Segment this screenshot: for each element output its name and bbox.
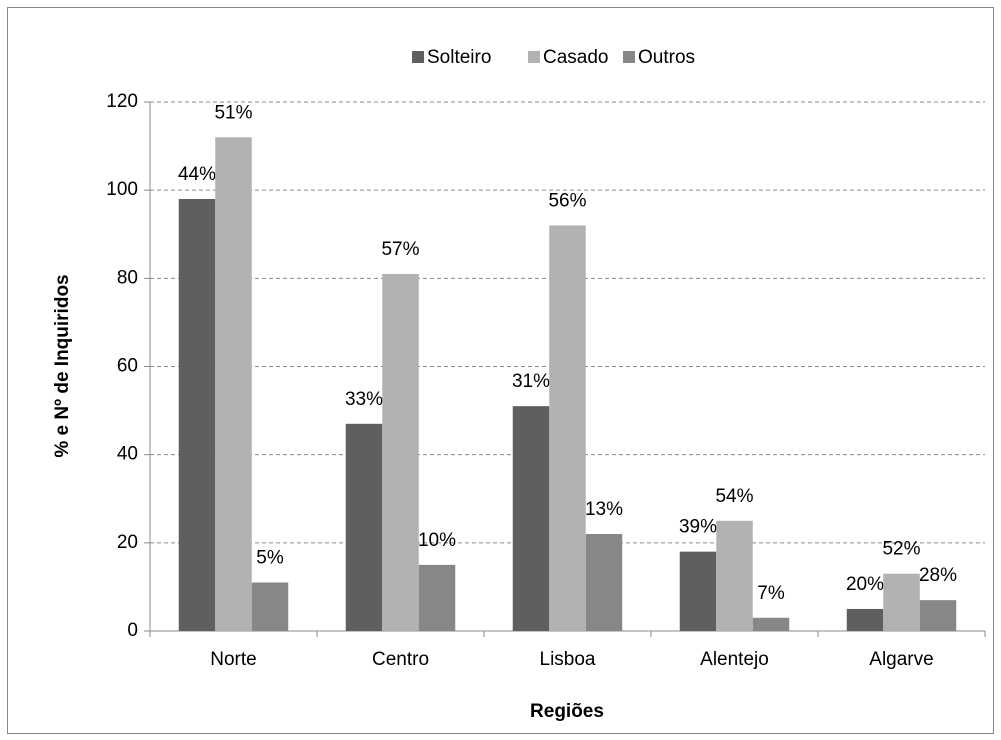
- bar: [418, 564, 456, 631]
- x-axis-title: Regiões: [530, 701, 604, 722]
- x-tick-label: Centro: [372, 649, 429, 670]
- data-label: 44%: [178, 164, 216, 185]
- data-label: 57%: [381, 239, 419, 260]
- y-axis-title: % e Nº de Inquiridos: [52, 274, 73, 457]
- data-label: 20%: [846, 574, 884, 595]
- data-label: 28%: [919, 565, 957, 586]
- y-tick-label: 120: [106, 91, 138, 112]
- legend-swatch: [623, 51, 635, 63]
- bar: [883, 573, 920, 631]
- legend-swatch: [528, 51, 540, 63]
- data-label: 54%: [715, 486, 753, 507]
- y-tick-label: 60: [117, 356, 138, 377]
- bar: [345, 423, 383, 631]
- data-label: 52%: [882, 539, 920, 560]
- bar: [178, 198, 216, 631]
- bar: [919, 600, 957, 631]
- bar: [251, 582, 289, 631]
- bar: [549, 225, 586, 631]
- data-label: 31%: [512, 371, 550, 392]
- data-label: 39%: [679, 517, 717, 538]
- bar: [846, 608, 884, 631]
- data-label: 33%: [345, 389, 383, 410]
- y-tick-label: 20: [117, 532, 138, 553]
- data-label: 7%: [757, 583, 785, 604]
- bar: [215, 137, 252, 631]
- bar: [679, 551, 717, 631]
- legend-label: Outros: [638, 47, 695, 68]
- x-tick-label: Norte: [210, 649, 256, 670]
- legend-label: Casado: [543, 47, 609, 68]
- x-tick-label: Algarve: [869, 649, 933, 670]
- data-label: 5%: [256, 548, 284, 569]
- data-label: 13%: [585, 499, 623, 520]
- x-tick-label: Lisboa: [540, 649, 596, 670]
- y-tick-label: 80: [117, 267, 138, 288]
- bar: [382, 273, 419, 631]
- bar: [512, 406, 550, 631]
- bar: [752, 617, 790, 631]
- data-label: 10%: [418, 530, 456, 551]
- chart-frame: [7, 7, 994, 734]
- data-label: 56%: [548, 190, 586, 211]
- y-tick-label: 100: [106, 179, 138, 200]
- legend-swatch: [412, 51, 424, 63]
- y-tick-label: 40: [117, 444, 138, 465]
- bar: [585, 534, 623, 631]
- y-tick-label: 0: [127, 620, 138, 641]
- x-tick-label: Alentejo: [700, 649, 769, 670]
- bar: [716, 520, 753, 631]
- legend-label: Solteiro: [427, 47, 491, 68]
- data-label: 51%: [214, 102, 252, 123]
